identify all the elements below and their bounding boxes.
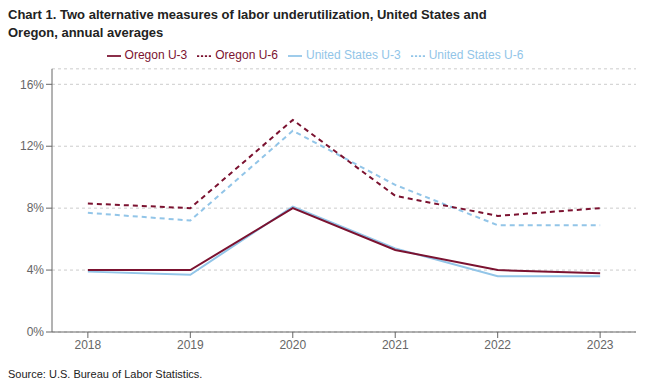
svg-text:16%: 16% [20,78,44,92]
svg-text:4%: 4% [27,263,45,277]
svg-text:2022: 2022 [484,338,511,352]
html-text:Oregon, annual averages: Oregon, annual averages [8,25,164,40]
svg-text:2023: 2023 [587,338,614,352]
html-text:Chart 1. Two alternative measu: Chart 1. Two alternative measures of lab… [8,7,487,22]
html-text:United States U-6: United States U-6 [428,48,524,62]
html-text:Source: U.S. Bureau of Labor S: Source: U.S. Bureau of Labor Statistics. [8,368,203,380]
svg-text:2021: 2021 [382,338,409,352]
svg-text:2019: 2019 [177,338,204,352]
html-text:United States U-3: United States U-3 [306,48,401,62]
svg-text:2018: 2018 [75,338,102,352]
svg-text:8%: 8% [27,201,45,215]
svg-text:0%: 0% [27,325,45,339]
svg-text:2020: 2020 [279,338,306,352]
html-text:Oregon U-3: Oregon U-3 [124,48,188,62]
html-text:Oregon U-6: Oregon U-6 [215,48,278,62]
svg-text:12%: 12% [20,139,44,153]
